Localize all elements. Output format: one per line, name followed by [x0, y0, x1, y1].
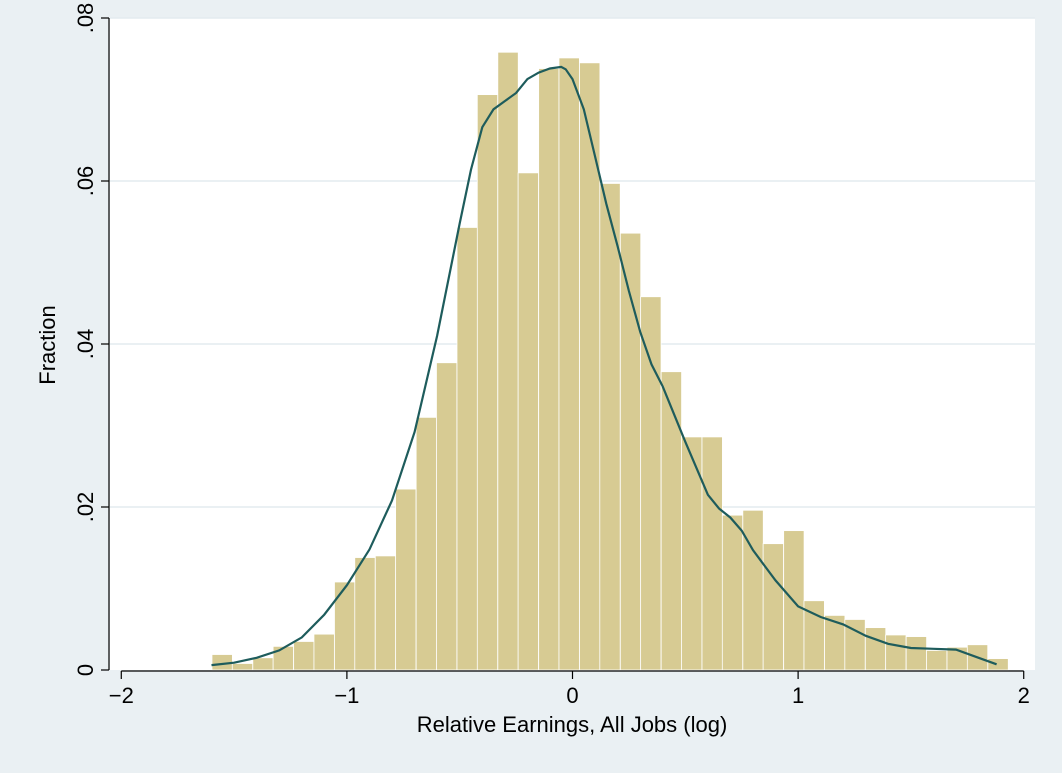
- y-tick-label: .06: [73, 166, 98, 197]
- x-tick-label: 0: [566, 683, 578, 708]
- x-tick-label: 2: [1018, 683, 1030, 708]
- histogram-bar: [762, 543, 784, 671]
- histogram-bar: [395, 488, 417, 671]
- histogram-bar: [905, 636, 927, 671]
- histogram-bar: [864, 627, 887, 671]
- histogram-bar: [742, 509, 764, 671]
- histogram-bar: [538, 68, 560, 671]
- histogram-bars: [211, 51, 1009, 671]
- histogram-bar: [987, 658, 1009, 671]
- x-tick-label: 1: [792, 683, 804, 708]
- histogram-bar: [926, 650, 948, 671]
- y-tick-label: .04: [73, 329, 98, 360]
- histogram-bar: [334, 581, 356, 671]
- histogram-bar: [885, 634, 907, 671]
- histogram-bar: [579, 62, 601, 671]
- histogram-bar: [415, 416, 437, 671]
- histogram-bar: [721, 514, 744, 671]
- density-curve: [211, 65, 997, 667]
- x-tick-label: −2: [109, 683, 134, 708]
- histogram-bar: [497, 51, 519, 671]
- histogram-bar: [701, 436, 723, 671]
- y-axis-ticks: 0 .02 .04 .06 .08: [73, 3, 109, 676]
- histogram-bar: [476, 94, 499, 671]
- x-axis-title: Relative Earnings, All Jobs (log): [417, 712, 728, 737]
- x-tick-label: −1: [334, 683, 359, 708]
- histogram-bar: [354, 557, 376, 671]
- histogram-bar: [558, 57, 580, 671]
- y-tick-label: .08: [73, 3, 98, 34]
- histogram-bar: [374, 555, 397, 671]
- y-tick-label: 0: [73, 664, 98, 676]
- histogram-bar: [313, 633, 335, 671]
- histogram-bar: [517, 172, 539, 671]
- histogram-bar: [231, 663, 254, 671]
- histogram-bar: [640, 296, 662, 671]
- y-tick-label: .02: [73, 492, 98, 523]
- x-axis-ticks: −2 −1 0 1 2: [109, 671, 1030, 708]
- histogram-bar: [272, 645, 294, 671]
- histogram-bar: [293, 641, 315, 671]
- histogram-bar: [599, 183, 621, 671]
- histogram-bar: [456, 227, 478, 671]
- y-axis-title: Fraction: [35, 305, 60, 384]
- histogram-bar: [252, 657, 274, 671]
- histogram-bar: [660, 371, 682, 671]
- histogram-bar: [436, 362, 458, 671]
